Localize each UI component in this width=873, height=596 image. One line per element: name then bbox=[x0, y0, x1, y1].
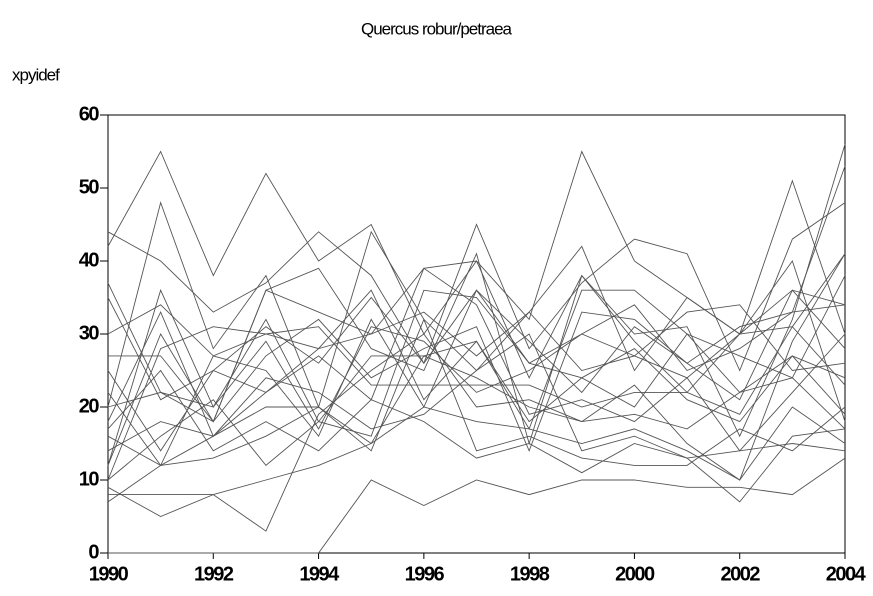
x-tick-label: 2000 bbox=[615, 563, 655, 585]
series-line bbox=[107, 304, 846, 430]
series-line bbox=[107, 369, 846, 474]
x-tick-label: 2002 bbox=[720, 563, 760, 585]
series-line bbox=[108, 289, 846, 423]
y-tick-label: 20 bbox=[79, 395, 100, 417]
series-line bbox=[107, 340, 846, 481]
series-line bbox=[107, 267, 846, 452]
series-line bbox=[107, 253, 846, 532]
series-line bbox=[107, 253, 846, 466]
series-line bbox=[107, 325, 846, 481]
x-tick-label: 1994 bbox=[299, 563, 340, 585]
series-line bbox=[107, 150, 846, 335]
series-line bbox=[107, 165, 846, 467]
x-tick-label: 1998 bbox=[510, 563, 550, 585]
y-tick-label: 40 bbox=[79, 249, 100, 271]
series-line bbox=[107, 333, 846, 503]
y-tick-label: 50 bbox=[79, 176, 100, 198]
chart-title: Quercus robur/petraea bbox=[361, 19, 513, 38]
series-line bbox=[107, 275, 846, 430]
series-line bbox=[108, 457, 846, 554]
y-axis-label: xpyidef bbox=[12, 65, 60, 84]
x-tick-label: 2004 bbox=[826, 563, 867, 585]
y-tick-label: 30 bbox=[79, 322, 100, 344]
series-line bbox=[107, 289, 846, 452]
x-tick-label: 1996 bbox=[405, 563, 445, 585]
y-tick-label: 0 bbox=[88, 541, 99, 563]
x-tick-label: 1992 bbox=[194, 563, 234, 585]
series-line bbox=[107, 311, 846, 445]
series-line bbox=[107, 318, 846, 503]
series-line bbox=[107, 304, 846, 466]
series-line bbox=[107, 201, 846, 422]
series-line bbox=[108, 406, 846, 496]
x-tick-label: 1990 bbox=[89, 563, 129, 585]
y-tick-label: 60 bbox=[79, 103, 100, 125]
y-tick-label: 10 bbox=[79, 468, 100, 490]
series-line bbox=[107, 202, 846, 372]
